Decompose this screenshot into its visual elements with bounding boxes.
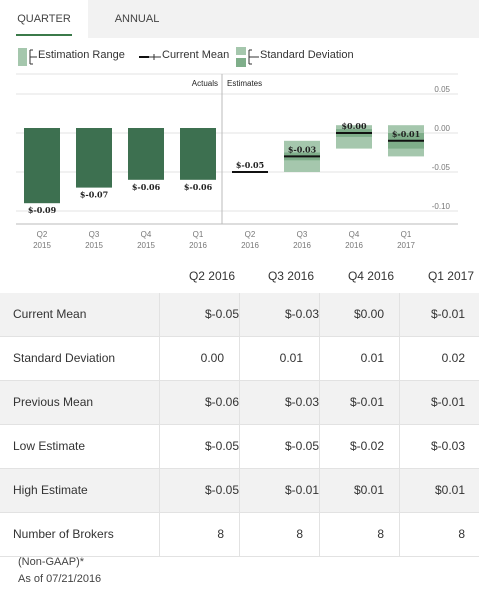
column-header: Q1 2017 [427, 269, 474, 283]
x-tick-label: Q2 [37, 230, 48, 239]
tab-quarter-label: QUARTER [17, 13, 71, 25]
estimate-data-label: $-0.05 [236, 160, 264, 170]
actual-bar [24, 128, 60, 204]
table-row: Low Estimate $-0.05 $-0.05 $-0.02 $-0.03 [0, 425, 479, 469]
y-tick-label: -0.05 [432, 163, 451, 172]
estimate-data-label: $-0.03 [288, 144, 317, 154]
x-tick-label: Q1 [401, 230, 412, 239]
actual-data-label: $-0.07 [80, 190, 108, 200]
row-label: Standard Deviation [13, 351, 116, 365]
table-row: High Estimate $-0.05 $-0.01 $0.01 $0.01 [0, 469, 479, 513]
table-cell: 8 [296, 527, 303, 541]
table-cell: $-0.05 [204, 307, 239, 321]
y-tick-label: 0.05 [434, 85, 450, 94]
legend-estimation-range-label: Estimation Range [38, 49, 125, 61]
actual-bar [180, 128, 216, 180]
y-tick-label: -0.10 [432, 202, 451, 211]
table-cell: 0.01 [279, 351, 303, 365]
table-cell: $-0.03 [284, 307, 319, 321]
table-cell: 8 [458, 527, 465, 541]
row-label: High Estimate [13, 483, 88, 497]
table-cell: $0.01 [353, 483, 384, 497]
x-tick-label: 2016 [189, 241, 207, 250]
tab-bar: QUARTER ANNUAL [0, 0, 479, 38]
y-tick-label: 0.00 [434, 124, 450, 133]
legend-current-mean-label: Current Mean [162, 49, 230, 61]
eps-chart: 0.05 0.00 -0.05 -0.10 Actuals Estimates $-0.09… [16, 73, 458, 250]
table-cell: $-0.03 [430, 439, 465, 453]
table-cell: $-0.05 [284, 439, 319, 453]
table-cell: 0.00 [200, 351, 224, 365]
x-tick-label: 2017 [397, 241, 415, 250]
column-header: Q2 2016 [188, 269, 235, 283]
x-tick-label: Q3 [89, 230, 100, 239]
table-cell: $-0.03 [284, 395, 319, 409]
table-cell: $-0.05 [204, 483, 239, 497]
table-cell: $-0.06 [204, 395, 239, 409]
table-cell: $0.01 [434, 483, 465, 497]
table-cell: $-0.02 [349, 439, 384, 453]
table-cell: $-0.01 [349, 395, 384, 409]
x-tick-label: 2016 [345, 241, 363, 250]
estimate-data-label: $0.00 [341, 121, 366, 131]
estimates-table: Current Mean $-0.05 $-0.03 $0.00 $-0.01 … [0, 293, 479, 557]
column-header: Q3 2016 [267, 269, 314, 283]
x-tick-label: Q4 [349, 230, 360, 239]
table-row: Number of Brokers 8 8 8 8 [0, 513, 479, 557]
legend-current-mean: Current Mean [138, 46, 230, 68]
x-tick-label: Q2 [245, 230, 256, 239]
standard-deviation-swatch-icon [236, 47, 259, 67]
table-cell: $-0.01 [284, 483, 319, 497]
actuals-label: Actuals [192, 79, 218, 88]
table-cell: 0.01 [360, 351, 384, 365]
actual-data-label: $-0.06 [184, 182, 213, 192]
current-mean-swatch-icon [139, 54, 161, 60]
table-cell: $-0.01 [430, 395, 465, 409]
row-label: Previous Mean [13, 395, 94, 409]
non-gaap-note: (Non-GAAP)* [18, 556, 85, 568]
row-label: Current Mean [13, 307, 87, 321]
x-tick-label: 2015 [33, 241, 51, 250]
actual-data-label: $-0.06 [132, 182, 161, 192]
table-row: Current Mean $-0.05 $-0.03 $0.00 $-0.01 [0, 293, 479, 337]
legend-standard-deviation: Standard Deviation [234, 46, 374, 68]
x-tick-label: Q3 [297, 230, 308, 239]
legend-standard-deviation-label: Standard Deviation [260, 49, 354, 61]
x-tick-label: Q1 [193, 230, 204, 239]
column-header: Q4 2016 [347, 269, 394, 283]
table-row: Standard Deviation 0.00 0.01 0.01 0.02 [0, 337, 479, 381]
actual-bar [76, 128, 112, 188]
table-cell: $-0.01 [430, 307, 465, 321]
row-label: Low Estimate [13, 439, 86, 453]
actual-data-label: $-0.09 [28, 205, 57, 215]
tab-annual-label: ANNUAL [114, 13, 160, 25]
as-of-date: As of 07/21/2016 [18, 573, 102, 585]
x-tick-label: 2016 [293, 241, 311, 250]
table-cell: 0.02 [441, 351, 465, 365]
estimates-label: Estimates [227, 79, 262, 88]
x-tick-label: 2015 [137, 241, 155, 250]
table-row: Previous Mean $-0.06 $-0.03 $-0.01 $-0.0… [0, 381, 479, 425]
active-tab-indicator [16, 34, 72, 36]
legend-estimation-range: Estimation Range [16, 46, 136, 68]
table-cell: 8 [217, 527, 224, 541]
estimate-data-label: $-0.01 [392, 129, 420, 139]
table-header: Q2 2016 Q3 2016 Q4 2016 Q1 2017 [0, 262, 479, 290]
chart-legend: Estimation Range Current Mean Standard D… [16, 46, 466, 68]
x-tick-label: 2015 [85, 241, 103, 250]
tab-annual[interactable]: ANNUAL [88, 0, 186, 38]
actual-bar [128, 128, 164, 180]
table-cell: $-0.05 [204, 439, 239, 453]
table-cell: $0.00 [353, 307, 384, 321]
table-cell: 8 [377, 527, 384, 541]
estimation-range-swatch-icon [18, 48, 37, 66]
row-label: Number of Brokers [13, 527, 114, 541]
x-tick-label: 2016 [241, 241, 259, 250]
x-tick-label: Q4 [141, 230, 152, 239]
tab-quarter[interactable]: QUARTER [0, 0, 88, 38]
